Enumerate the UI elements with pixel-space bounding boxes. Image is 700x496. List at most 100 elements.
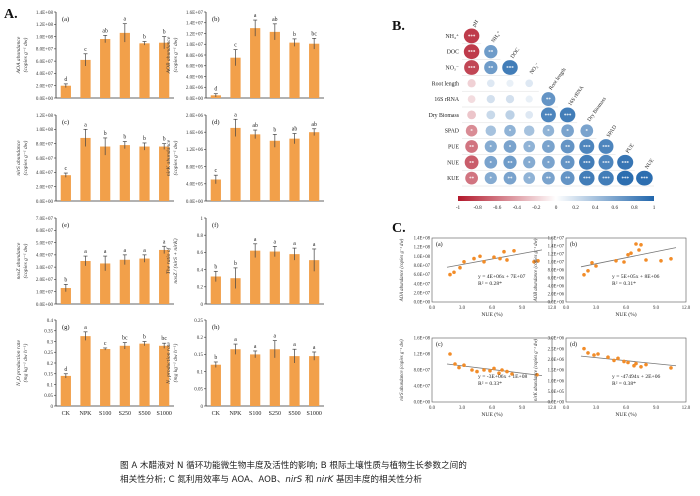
data-point [500,368,504,372]
x-tick-label: 0.0 [429,306,436,311]
r-squared: R² = 0.31* [612,281,636,287]
x-axis-title: NUE (%) [481,411,502,418]
significance-letter: c [65,166,68,172]
data-point [622,260,626,264]
scatter-panel-d: 0.0E+00 5.0E+05 1.0E+06 1.5E+06 2.0E+06 2.5E+… [533,337,691,418]
data-point [634,361,638,366]
column-label: SPAD [606,124,619,138]
significance-star: ** [469,161,475,166]
significance-star: *** [468,67,476,72]
y-tick-label: 0.0E+00 [548,301,565,306]
y-tick-label: 6.0E+07 [414,273,431,278]
bar [289,138,300,201]
column-label: Dry Biomass [587,96,608,123]
bar [309,43,320,98]
correlation-circle [525,79,534,88]
scale-tick-label: 0.6 [612,205,619,211]
x-tick-label: 12.0 [682,306,691,311]
correlation-circle [523,140,536,153]
y-tick-label: 0 [201,405,204,410]
bar-panel-f: 0 0.2 0.4 0.6 0.8 1 The ratio of nosZ / (nirS +… [165,217,324,308]
significance-star: ** [488,67,494,72]
correlation-circle [541,92,556,107]
data-point [626,360,630,365]
bar [289,356,300,406]
panel-id: (c) [62,119,69,126]
y-tick-label: 4.0E+07 [36,72,54,77]
r-squared: R² = 0.28* [478,281,502,287]
correlation-circle [464,60,480,75]
x-tick-label: CK [212,411,221,417]
correlation-circle [484,155,498,169]
x-axis-title: NUE (%) [615,311,636,318]
correlation-circle [598,154,614,170]
data-point [606,355,610,360]
correlation-circle [523,172,536,184]
y-tick-label: 4.0E+07 [36,254,54,259]
bar [119,32,130,99]
caption-nirs: nirS [285,475,303,485]
row-label: PUE [448,145,459,151]
y-tick-label: 0.15 [194,353,203,358]
y-tick-label: 1.2E+08 [36,114,54,119]
color-scale-bar [458,196,654,201]
significance-letter: a [274,239,277,245]
bar [100,349,111,406]
row-label: KUE [447,176,459,182]
significance-star: *** [621,177,629,182]
significance-star: *** [506,67,514,72]
data-point [634,242,638,246]
correlation-circle [617,154,634,170]
y-tick-label: 6.0E+07 [36,60,54,65]
x-tick-label: S1000 [306,411,321,417]
bar [100,263,111,304]
caption-nirk: nirK [316,475,334,485]
y-tick-label: 0.0E+00 [186,200,204,205]
data-point [512,249,516,253]
data-point [594,264,598,268]
correlation-circle [502,60,518,75]
y-tick-label: 2.5E+06 [548,347,565,352]
bar [210,179,221,201]
bar [159,146,170,201]
significance-letter: a [124,17,127,23]
significance-letter: c [215,168,218,174]
row-label: DOC [447,50,459,56]
correlation-circle [598,139,614,154]
panel-id: (d) [212,119,220,126]
y-axis-title: The ratio of [165,246,172,274]
significance-star: ** [488,51,494,56]
bar [210,276,221,304]
bar [230,349,241,406]
x-tick-label: 0.0 [563,406,570,411]
column-label: pH [471,19,480,28]
r-squared: R² = 0.33* [478,381,502,387]
x-tick-label: 3.0 [459,306,466,311]
significance-letter: ab [252,123,258,129]
x-tick-label: CK [62,411,71,417]
significance-letter: c [84,47,87,53]
y-tick-label: 1.0E+07 [36,291,54,296]
bar [230,278,241,304]
y-tick-label: 0.0E+00 [548,401,565,406]
y-tick-label: 0.25 [44,351,53,356]
scale-tick-label: -0.2 [532,205,541,211]
bar-chart-grid: 0.0E+00 2.0E+07 4.0E+07 6.0E+07 8.0E+07 1.0E+… [16,11,324,417]
data-point [498,256,502,261]
correlation-circle [485,125,497,136]
correlation-circle [525,111,534,119]
significance-star: * [528,146,531,151]
y-tick-label: 2.0E+07 [36,278,54,283]
y-tick-label: 1.4E+08 [36,11,54,16]
y-tick-label: 1.5E+06 [548,369,565,374]
significance-letter: b [273,127,276,133]
significance-star: * [547,130,550,135]
bar [119,145,130,201]
data-point [502,249,506,254]
data-point [637,248,641,252]
correlation-circle [636,170,653,186]
significance-letter: a [293,342,296,348]
scale-tick-label: 1 [653,205,656,211]
significance-letter: b [104,131,107,137]
y-tick-label: 1.0E+08 [36,35,54,40]
